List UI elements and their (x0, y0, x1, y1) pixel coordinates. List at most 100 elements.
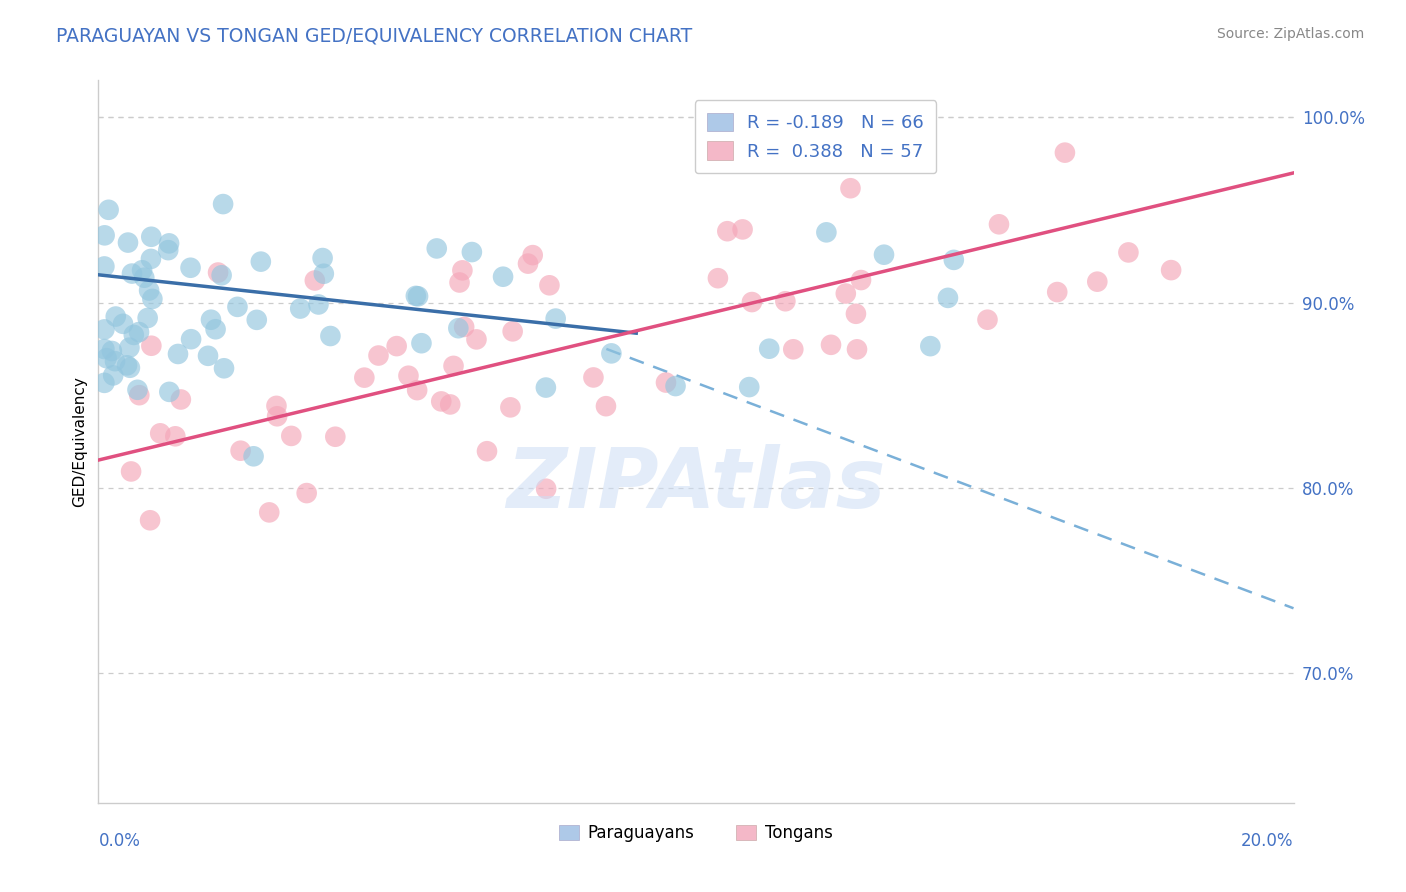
Point (976, 312, 998, 326)
Point (128, 325, 150, 339)
Point (1085, 275, 1108, 289)
Point (250, 254, 273, 268)
Point (522, 248, 544, 262)
Point (1118, 245, 1140, 260)
Point (104, 310, 127, 324)
Point (93, 322, 115, 336)
Point (775, 294, 797, 309)
Point (266, 409, 288, 424)
Point (312, 267, 335, 281)
Point (128, 388, 150, 402)
Point (353, 370, 375, 384)
Point (655, 376, 678, 390)
Point (139, 252, 162, 266)
Point (538, 278, 561, 293)
Point (873, 248, 896, 262)
Point (308, 297, 330, 311)
Point (475, 444, 498, 458)
Point (131, 263, 153, 277)
Point (582, 370, 605, 384)
Point (758, 342, 780, 356)
Point (112, 317, 135, 331)
Legend: R = -0.189   N = 66, R =  0.388   N = 57: R = -0.189 N = 66, R = 0.388 N = 57 (695, 100, 936, 173)
Point (204, 322, 226, 336)
Point (311, 251, 333, 265)
Point (170, 392, 193, 407)
Point (165, 429, 187, 443)
Point (517, 257, 540, 271)
Point (451, 263, 474, 277)
Point (257, 505, 280, 519)
Point (157, 243, 180, 257)
Point (782, 343, 804, 357)
Point (453, 320, 475, 334)
Point (461, 245, 484, 260)
Point (97, 202, 120, 217)
Y-axis label: GED/Equivalency: GED/Equivalency (72, 376, 87, 507)
Point (406, 383, 429, 397)
Point (439, 397, 461, 411)
Point (835, 286, 858, 301)
Point (200, 312, 222, 326)
Point (167, 347, 190, 361)
Point (385, 339, 408, 353)
Point (815, 225, 838, 239)
Point (266, 399, 288, 413)
Point (120, 465, 142, 479)
Point (118, 341, 141, 355)
Point (449, 276, 471, 290)
Point (664, 379, 686, 393)
Point (141, 229, 163, 244)
Text: 0.0%: 0.0% (98, 831, 141, 850)
Point (157, 384, 180, 399)
Point (207, 266, 229, 280)
Point (157, 236, 180, 251)
Point (212, 361, 235, 376)
Point (136, 310, 159, 325)
Point (398, 368, 420, 383)
Point (942, 252, 965, 267)
Point (101, 343, 124, 358)
Point (180, 260, 202, 275)
Point (103, 368, 125, 383)
Point (367, 349, 389, 363)
Point (93, 376, 115, 390)
Point (936, 291, 959, 305)
Point (595, 399, 617, 413)
Point (212, 197, 235, 211)
Point (839, 181, 862, 195)
Point (920, 339, 942, 353)
Point (149, 426, 172, 441)
Point (849, 273, 872, 287)
Point (544, 311, 567, 326)
Text: 20.0%: 20.0% (1241, 831, 1294, 850)
Point (122, 327, 145, 342)
Text: Source: ZipAtlas.com: Source: ZipAtlas.com (1216, 27, 1364, 41)
Point (845, 307, 868, 321)
Point (405, 289, 427, 303)
Point (1160, 263, 1182, 277)
Point (117, 235, 139, 250)
Point (139, 513, 162, 527)
Point (93, 342, 115, 356)
Point (180, 332, 202, 346)
Point (738, 380, 761, 394)
Point (406, 289, 429, 303)
Point (319, 329, 342, 343)
Point (242, 450, 264, 464)
Point (323, 430, 346, 444)
Point (430, 394, 453, 409)
Point (290, 301, 312, 316)
Point (600, 346, 623, 360)
Point (141, 339, 163, 353)
Point (118, 360, 141, 375)
Point (534, 482, 557, 496)
Point (280, 429, 302, 443)
Point (1046, 285, 1069, 299)
Point (197, 349, 219, 363)
Point (465, 332, 488, 346)
Point (534, 380, 557, 394)
Point (716, 224, 738, 238)
Point (93, 228, 115, 243)
Point (411, 336, 433, 351)
